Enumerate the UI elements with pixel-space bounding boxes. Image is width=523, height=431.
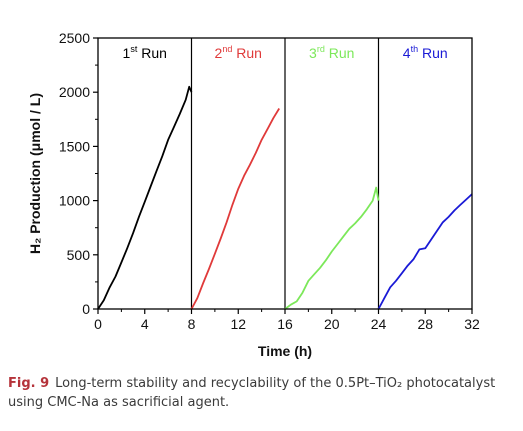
x-tick-label: 32	[464, 316, 480, 332]
y-tick-label: 1500	[59, 138, 90, 154]
h2-production-chart: 0 4 8 12 16 20 24 28 32 0 500 1000 1500 2000 2500 1st…	[27, 30, 480, 359]
y-tick-label: 0	[82, 301, 90, 317]
x-tick-label: 24	[371, 316, 387, 332]
y-axis: 0 500 1000 1500 2000 2500	[59, 30, 98, 317]
series-line-run-3	[284, 186, 380, 310]
x-tick-label: 12	[230, 316, 246, 332]
caption-text: Long-term stability and recyclability of…	[8, 376, 496, 410]
x-tick-label: 16	[277, 316, 293, 332]
x-tick-label: 20	[324, 316, 340, 332]
series-layer	[97, 85, 473, 310]
series-line-run-4	[377, 193, 473, 310]
x-axis: 0 4 8 12 16 20 24 28 32	[94, 309, 480, 332]
series-line-run-2	[190, 108, 280, 310]
x-tick-label: 28	[417, 316, 433, 332]
figure-label: Fig. 9	[8, 376, 50, 391]
x-axis-title: Time (h)	[258, 343, 312, 359]
x-tick-label: 8	[188, 316, 196, 332]
y-tick-label: 500	[67, 247, 91, 263]
run-label-3: 3rd Run	[309, 44, 354, 61]
x-tick-label: 0	[94, 316, 102, 332]
y-tick-label: 1000	[59, 193, 90, 209]
x-tick-label: 4	[141, 316, 149, 332]
run-label-4: 4th Run	[403, 44, 448, 61]
y-axis-title: H₂ Production (μmol / L)	[27, 93, 43, 254]
run-label-2: 2nd Run	[215, 44, 262, 61]
figure-caption: Fig. 9 Long-term stability and recyclabil…	[8, 374, 516, 412]
y-tick-label: 2500	[59, 30, 90, 46]
run-label-1: 1st Run	[123, 44, 167, 61]
run-labels: 1st Run 2nd Run 3rd Run 4th Run	[123, 44, 448, 61]
series-line-run-1	[97, 85, 193, 310]
run-dividers	[190, 38, 380, 309]
y-tick-label: 2000	[59, 84, 90, 100]
